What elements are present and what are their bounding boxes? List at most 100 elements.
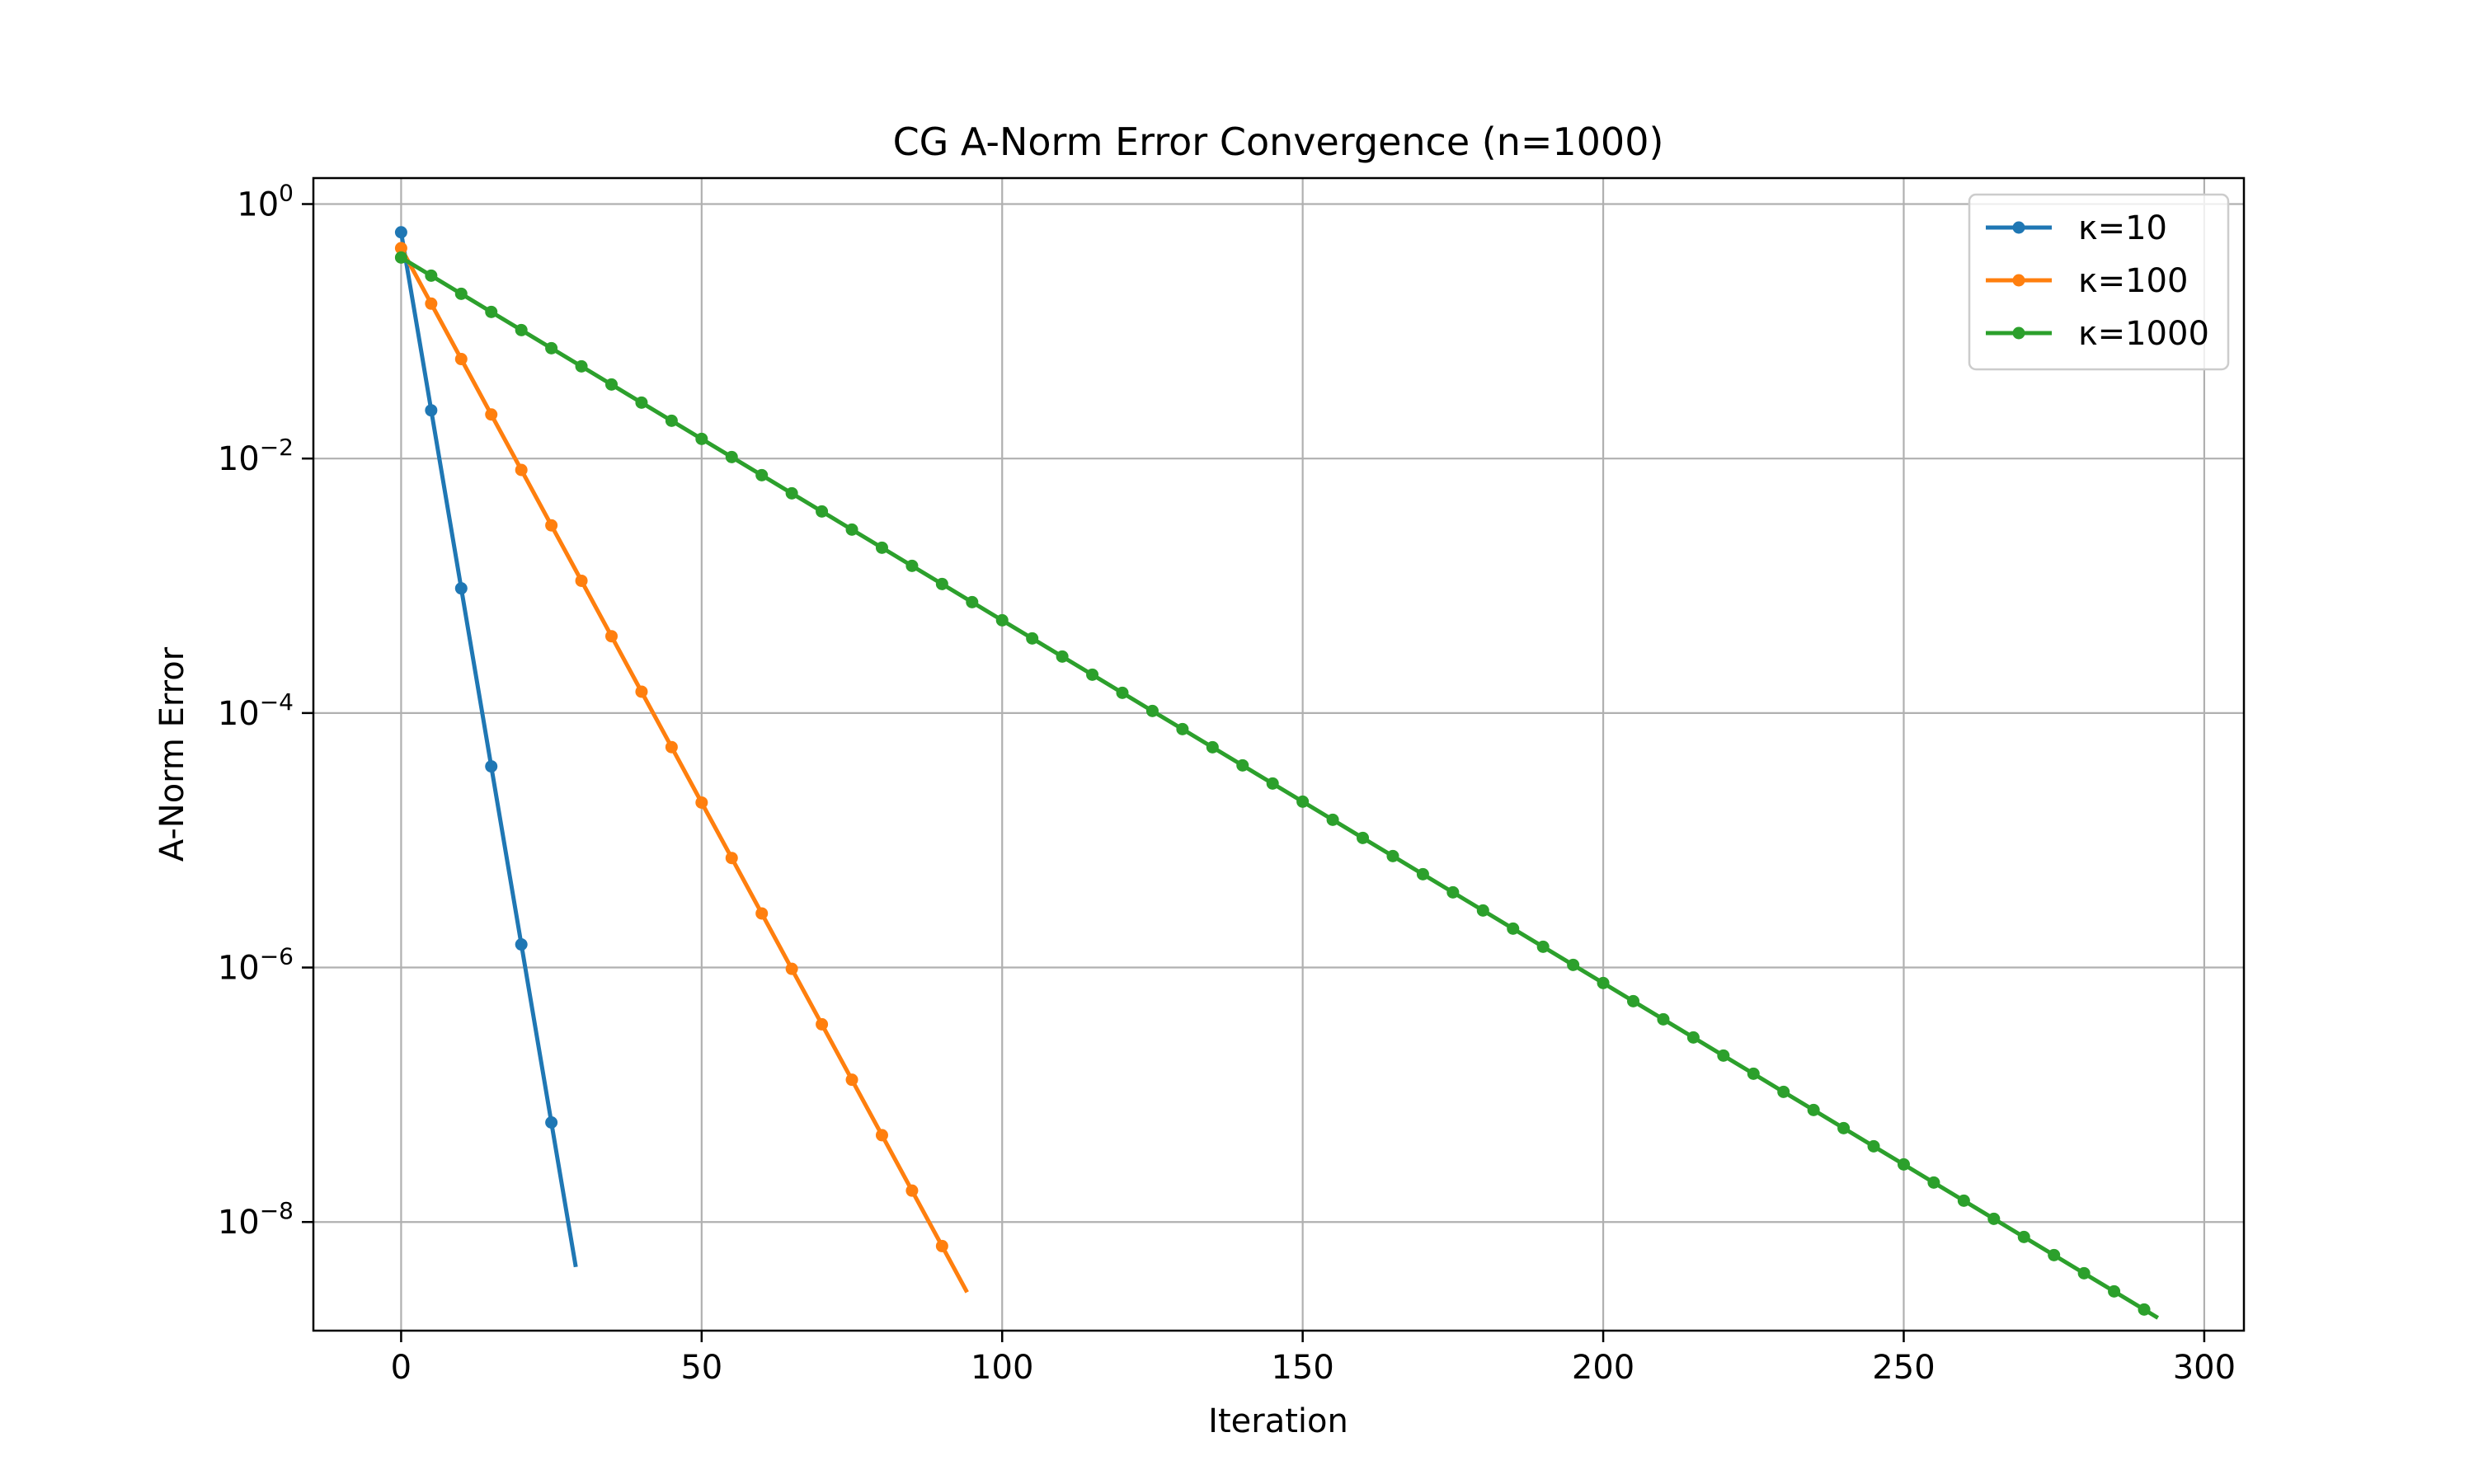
data-point	[425, 269, 438, 282]
data-point	[816, 505, 829, 518]
data-point	[1236, 758, 1249, 772]
data-point	[1416, 867, 1429, 881]
data-point	[725, 450, 738, 463]
data-point	[1026, 632, 1039, 645]
x-tick-label: 200	[1572, 1349, 1634, 1387]
data-point	[1747, 1067, 1760, 1080]
data-point	[425, 297, 438, 310]
data-point	[394, 242, 407, 255]
legend-box	[1968, 193, 2230, 371]
data-point	[515, 463, 528, 477]
x-tick-label: 150	[1271, 1349, 1333, 1387]
legend-marker	[2012, 274, 2025, 287]
data-point	[1357, 831, 1370, 844]
data-point	[1686, 1031, 1700, 1044]
data-point	[425, 404, 438, 417]
data-point	[575, 359, 588, 373]
y-tick-label: 10−4	[218, 688, 294, 733]
x-axis-label: Iteration	[1208, 1402, 1348, 1440]
data-point	[725, 852, 738, 865]
data-point	[1386, 849, 1399, 862]
data-point	[1837, 1121, 1851, 1134]
data-point	[845, 523, 858, 536]
data-point	[695, 796, 708, 809]
data-point	[454, 353, 468, 366]
data-point	[394, 251, 407, 264]
data-point	[1717, 1049, 1730, 1062]
data-point	[604, 630, 618, 643]
data-point	[545, 519, 558, 532]
data-point	[1597, 976, 1610, 989]
data-point	[1657, 1012, 1670, 1026]
data-point	[785, 962, 798, 975]
x-tick-label: 250	[1872, 1349, 1935, 1387]
legend-label: κ=1000	[2078, 315, 2209, 353]
data-point	[1777, 1085, 1790, 1098]
legend: κ=10 κ=100 κ=1000	[1968, 193, 2230, 371]
legend-marker	[2012, 326, 2025, 340]
data-point	[875, 541, 888, 554]
data-point	[1056, 650, 1069, 663]
data-point	[1867, 1139, 1880, 1153]
data-point	[2108, 1284, 2121, 1298]
y-tick-label: 10−2	[218, 434, 294, 478]
data-point	[875, 1129, 888, 1142]
data-point	[785, 486, 798, 500]
data-point	[1927, 1176, 1940, 1189]
data-point	[1145, 704, 1159, 717]
data-point	[1116, 686, 1129, 699]
x-tick-label: 0	[391, 1349, 412, 1387]
data-point	[1176, 722, 1189, 735]
x-tick-label: 100	[971, 1349, 1033, 1387]
legend-marker	[2012, 221, 2025, 234]
x-tick-label: 300	[2173, 1349, 2236, 1387]
data-point	[454, 287, 468, 300]
y-tick-label: 100	[237, 180, 294, 224]
data-point	[485, 408, 498, 421]
data-point	[454, 582, 468, 595]
data-point	[665, 414, 678, 427]
data-point	[485, 760, 498, 773]
data-point	[1086, 668, 1099, 681]
data-point	[2138, 1303, 2151, 1316]
data-point	[545, 1116, 558, 1129]
data-point	[575, 574, 588, 587]
data-point	[2048, 1248, 2061, 1261]
data-point	[816, 1017, 829, 1031]
data-point	[935, 577, 948, 590]
chart-title: CG A-Norm Error Convergence (n=1000)	[893, 120, 1664, 164]
legend-label: κ=10	[2078, 209, 2167, 247]
data-point	[665, 740, 678, 754]
data-point	[1507, 922, 1520, 935]
data-point	[1987, 1212, 2001, 1225]
data-point	[545, 341, 558, 355]
data-point	[755, 468, 769, 481]
data-point	[635, 396, 648, 409]
y-axis-label: A-Norm Error	[153, 646, 191, 862]
data-point	[1296, 795, 1310, 808]
plot-area: 0 50 100 150 200 250 300 100 10−2 10−4 10−6 10−8 κ=1…	[218, 176, 2246, 1387]
y-tick-label: 10−8	[218, 1197, 294, 1242]
data-point	[2017, 1230, 2030, 1243]
data-point	[485, 305, 498, 318]
series-line	[398, 245, 969, 1294]
data-point	[1897, 1158, 1910, 1171]
data-point	[995, 613, 1009, 627]
data-point	[394, 226, 407, 239]
data-point	[755, 907, 769, 920]
data-point	[905, 1184, 919, 1197]
x-tick-label: 50	[680, 1349, 722, 1387]
data-point	[845, 1073, 858, 1087]
data-point	[1476, 904, 1489, 917]
data-point	[515, 938, 528, 951]
data-point	[935, 1239, 948, 1252]
data-point	[515, 323, 528, 336]
data-point	[1627, 994, 1640, 1007]
legend-label: κ=100	[2078, 262, 2188, 300]
axes-frame	[312, 176, 2246, 1332]
data-point	[1807, 1103, 1820, 1116]
data-point	[695, 432, 708, 445]
data-point	[1957, 1194, 1970, 1207]
data-point	[966, 595, 979, 608]
